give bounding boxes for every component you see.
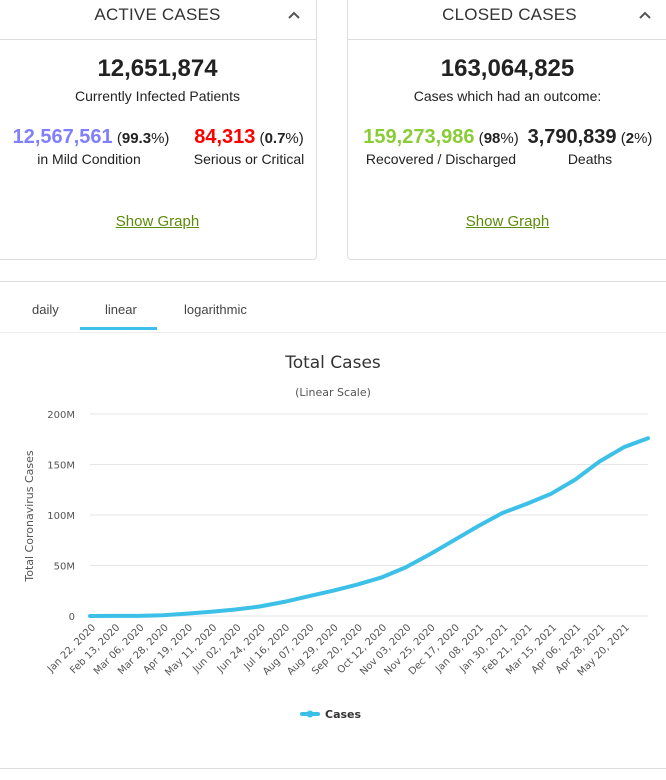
section-divider — [0, 281, 666, 282]
active-cases-card: ACTIVE CASES 12,651,874 Currently Infect… — [0, 0, 317, 260]
active-cases-total: 12,651,874 — [97, 55, 218, 82]
chevron-up-icon[interactable] — [286, 9, 302, 21]
chart-legend[interactable]: Cases — [300, 708, 362, 721]
active-cases-subtitle: Currently Infected Patients — [75, 88, 240, 104]
mild-condition-value: 12,567,561 — [12, 126, 113, 148]
serious-critical-percent: 0.7 — [264, 130, 286, 147]
chart-scale-tabs: daily linear logarithmic — [0, 300, 666, 333]
tab-daily[interactable]: daily — [32, 302, 59, 317]
tab-linear[interactable]: linear — [105, 302, 137, 317]
recovered-percent: 98 — [483, 130, 501, 147]
mild-condition-label: in Mild Condition — [37, 151, 141, 167]
deaths-value: 3,790,839 — [527, 126, 617, 148]
bottom-divider — [0, 768, 666, 769]
y-axis-label: Total Coronavirus Cases — [23, 450, 36, 583]
legend-label-cases: Cases — [325, 708, 362, 721]
mild-condition-percent: 99.3 — [121, 130, 152, 147]
y-tick-label: 0 — [69, 612, 75, 623]
gridlines — [90, 413, 648, 617]
chart-title: Total Cases — [284, 353, 381, 373]
active-cases-title: ACTIVE CASES — [94, 5, 221, 24]
series-cases — [88, 436, 650, 618]
deaths-stat: 3,790,839 (2%) Deaths — [527, 126, 653, 167]
y-tick-label: 150M — [47, 461, 75, 472]
total-cases-chart: Total Cases (Linear Scale) Total Coronav… — [23, 353, 650, 721]
recovered-value: 159,273,986 — [363, 126, 475, 148]
active-cases-header[interactable]: ACTIVE CASES — [0, 0, 316, 40]
closed-cases-subtitle: Cases which had an outcome: — [413, 88, 602, 104]
closed-cases-header[interactable]: CLOSED CASES — [348, 0, 666, 40]
mild-condition-stat: 12,567,561 (99.3%) in Mild Condition — [11, 126, 171, 167]
closed-cases-card: CLOSED CASES 163,064,825 Cases which had… — [347, 0, 666, 260]
chart-subtitle: (Linear Scale) — [295, 386, 371, 399]
serious-critical-label: Serious or Critical — [193, 151, 305, 167]
y-tick-label: 200M — [47, 410, 75, 421]
active-show-graph-link[interactable]: Show Graph — [115, 213, 200, 230]
deaths-percent: 2 — [625, 130, 635, 147]
serious-critical-stat: 84,313 (0.7%) Serious or Critical — [189, 126, 309, 167]
y-tick-label: 100M — [47, 511, 75, 522]
serious-critical-value: 84,313 — [194, 126, 256, 148]
active-tab-indicator — [80, 327, 157, 330]
closed-cases-title: CLOSED CASES — [442, 5, 577, 24]
recovered-label: Recovered / Discharged — [365, 151, 517, 167]
y-axis-ticks: 0 50M 100M 150M 200M — [47, 410, 75, 623]
chevron-up-icon[interactable] — [637, 9, 653, 21]
cases-line — [88, 436, 650, 618]
y-tick-label: 50M — [54, 562, 75, 573]
closed-show-graph-link[interactable]: Show Graph — [465, 213, 550, 230]
tab-logarithmic[interactable]: logarithmic — [184, 302, 247, 317]
recovered-stat: 159,273,986 (98%) Recovered / Discharged — [360, 126, 522, 167]
legend-marker-cases — [306, 710, 314, 718]
closed-cases-total: 163,064,825 — [440, 55, 575, 82]
deaths-label: Deaths — [567, 151, 613, 167]
